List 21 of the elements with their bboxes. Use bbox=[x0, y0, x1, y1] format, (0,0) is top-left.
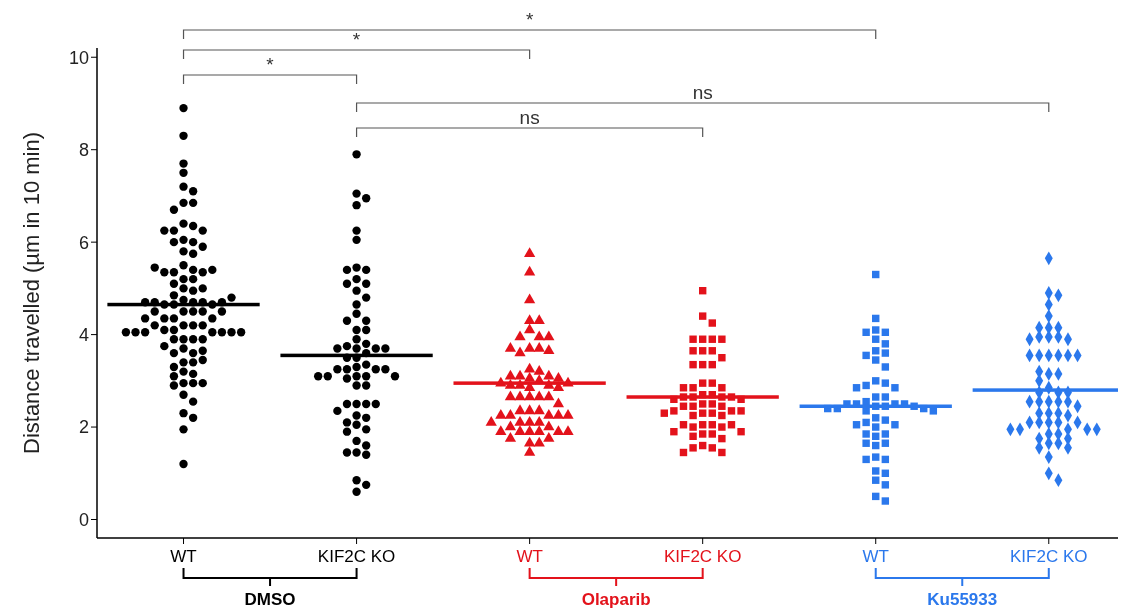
x-tick-label: KIF2C KO bbox=[317, 547, 396, 566]
text: Olaparib bbox=[581, 590, 651, 609]
y-axis-title: Distance travelled (µm in 10 min) bbox=[18, 131, 44, 455]
annotation: ns bbox=[692, 82, 713, 103]
y-tick-label: 6 bbox=[78, 232, 89, 253]
annotation: * bbox=[352, 29, 361, 50]
text: Ku55933 bbox=[927, 590, 998, 609]
text: DMSO bbox=[244, 590, 296, 609]
x-tick-label: KIF2C KO bbox=[1010, 547, 1088, 566]
x-tick-label: WT bbox=[170, 547, 197, 566]
x-tick-label: KIF2C KO bbox=[663, 547, 742, 566]
text: * bbox=[525, 9, 534, 30]
y-tick-label: 2 bbox=[78, 417, 89, 438]
y-tick-label: 8 bbox=[78, 140, 89, 161]
y-tick-label: 4 bbox=[78, 324, 89, 345]
x-tick-label: WT bbox=[516, 547, 543, 566]
y-tick-label: 10 bbox=[68, 47, 89, 68]
y-tick-label: 0 bbox=[78, 509, 89, 530]
annotation: ns bbox=[519, 107, 540, 128]
x-tick-label: WT bbox=[862, 547, 889, 566]
annotation: * bbox=[266, 54, 275, 75]
